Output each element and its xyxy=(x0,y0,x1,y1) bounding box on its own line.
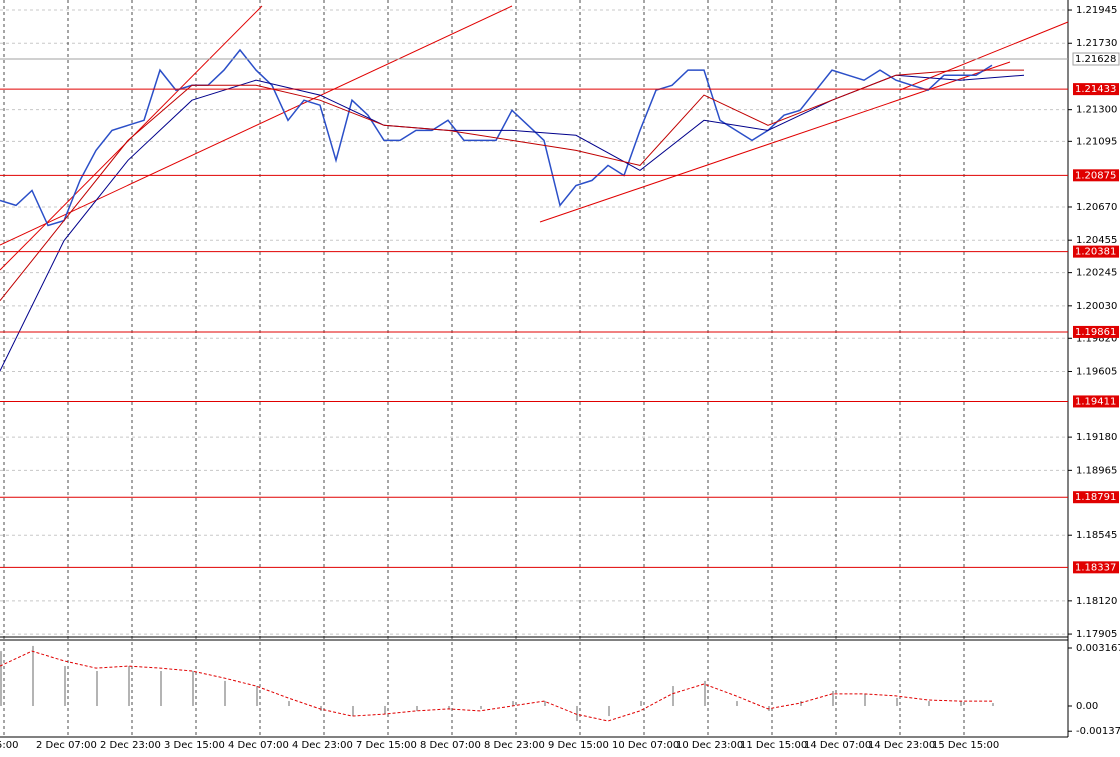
current-price-label: 1.21628 xyxy=(1075,54,1116,65)
current-price-box xyxy=(1072,52,1120,66)
trendline xyxy=(899,21,1069,91)
x-tick-label: 7 Dec 15:00 xyxy=(356,740,417,751)
histogram-bar xyxy=(192,671,194,706)
y-tick-label: 1.18120 xyxy=(1076,596,1117,607)
histogram-bar xyxy=(352,705,354,717)
y-tick-label: 1.20670 xyxy=(1076,202,1117,213)
histogram-bar xyxy=(832,690,834,706)
y-tick-label: 1.19605 xyxy=(1076,366,1117,377)
level-label-box xyxy=(1073,325,1119,338)
level-label: 1.18337 xyxy=(1075,562,1116,573)
y-tick-label: -0.001377 xyxy=(1076,726,1120,737)
y-tick-label: 1.21300 xyxy=(1076,105,1117,116)
x-tick-label: 14 Dec 23:00 xyxy=(868,740,935,751)
histogram-bar xyxy=(512,701,514,706)
x-tick-label: 8 Dec 23:00 xyxy=(484,740,545,751)
level-label: 1.20875 xyxy=(1075,170,1116,181)
histogram-bar xyxy=(256,686,258,706)
histogram-bar xyxy=(32,645,34,706)
histogram-bar xyxy=(320,705,322,711)
y-tick-label: 1.20245 xyxy=(1076,268,1117,279)
histogram-bar xyxy=(288,701,290,706)
level-label: 1.19861 xyxy=(1075,327,1116,338)
x-tick-label: 15 Dec 15:00 xyxy=(932,740,999,751)
y-tick-label: 1.20030 xyxy=(1076,301,1117,312)
histogram-bar xyxy=(960,701,962,706)
level-label: 1.21433 xyxy=(1075,84,1116,95)
moving-average xyxy=(0,69,1024,302)
level-label: 1.19411 xyxy=(1075,396,1116,407)
level-label: 1.20381 xyxy=(1075,247,1116,258)
level-label-box xyxy=(1073,395,1119,408)
y-tick-label: 1.17905 xyxy=(1076,629,1117,640)
price-line xyxy=(0,48,993,227)
histogram-bar xyxy=(864,693,866,706)
y-tick-label: 1.21945 xyxy=(1076,5,1117,16)
histogram-bar xyxy=(640,701,642,706)
y-tick-label: 1.21730 xyxy=(1076,38,1117,49)
histogram-bar xyxy=(992,703,994,706)
y-tick-label: 1.18545 xyxy=(1076,530,1117,541)
histogram-bar xyxy=(736,701,738,706)
histogram-bar xyxy=(544,701,546,706)
grid xyxy=(0,0,1068,737)
y-tick-label: 0.00 xyxy=(1076,701,1098,712)
y-tick-label: 1.20455 xyxy=(1076,235,1117,246)
x-tick-label: 14 Dec 07:00 xyxy=(804,740,871,751)
trendline xyxy=(0,5,513,246)
histogram-bar xyxy=(576,705,578,722)
histogram-bar xyxy=(64,666,66,706)
histogram-bar xyxy=(160,671,162,706)
y-tick-label: 0.003167 xyxy=(1076,643,1120,654)
x-tick-label: 10 Dec 23:00 xyxy=(676,740,743,751)
x-tick-label: 5:00 xyxy=(0,740,18,751)
histogram-bar xyxy=(928,701,930,706)
x-tick-label: 3 Dec 15:00 xyxy=(164,740,225,751)
level-label-box xyxy=(1073,83,1119,96)
x-tick-label: 10 Dec 07:00 xyxy=(612,740,679,751)
histogram-bar xyxy=(896,697,898,706)
histogram-bar xyxy=(448,705,450,709)
level-label-box xyxy=(1073,169,1119,182)
x-tick-label: 4 Dec 07:00 xyxy=(228,740,289,751)
histogram-bar xyxy=(608,705,610,717)
y-tick-label: 1.18965 xyxy=(1076,465,1117,476)
level-label: 1.18791 xyxy=(1075,492,1116,503)
y-tick-label: 1.19820 xyxy=(1076,333,1117,344)
x-tick-label: 2 Dec 23:00 xyxy=(100,740,161,751)
level-label-box xyxy=(1073,491,1119,504)
level-label-box xyxy=(1073,561,1119,574)
x-tick-label: 11 Dec 15:00 xyxy=(740,740,807,751)
histogram-bar xyxy=(416,705,418,711)
histogram-bar xyxy=(480,705,482,709)
x-tick-label: 9 Dec 15:00 xyxy=(548,740,609,751)
histogram-bar xyxy=(0,651,2,706)
histogram-bar xyxy=(96,671,98,706)
y-tick-label: 1.19180 xyxy=(1076,432,1117,443)
x-tick-label: 8 Dec 07:00 xyxy=(420,740,481,751)
histogram-bar xyxy=(384,705,386,715)
x-tick-label: 2 Dec 07:00 xyxy=(36,740,97,751)
level-label-box xyxy=(1073,245,1119,258)
signal-line xyxy=(0,650,992,722)
histogram-bar xyxy=(672,686,674,706)
histogram-bar xyxy=(224,680,226,706)
histogram-bar xyxy=(704,680,706,706)
y-tick-label: 1.21095 xyxy=(1076,136,1117,147)
histogram-bar xyxy=(128,666,130,706)
x-tick-label: 4 Dec 23:00 xyxy=(292,740,353,751)
histogram-bar xyxy=(800,701,802,706)
